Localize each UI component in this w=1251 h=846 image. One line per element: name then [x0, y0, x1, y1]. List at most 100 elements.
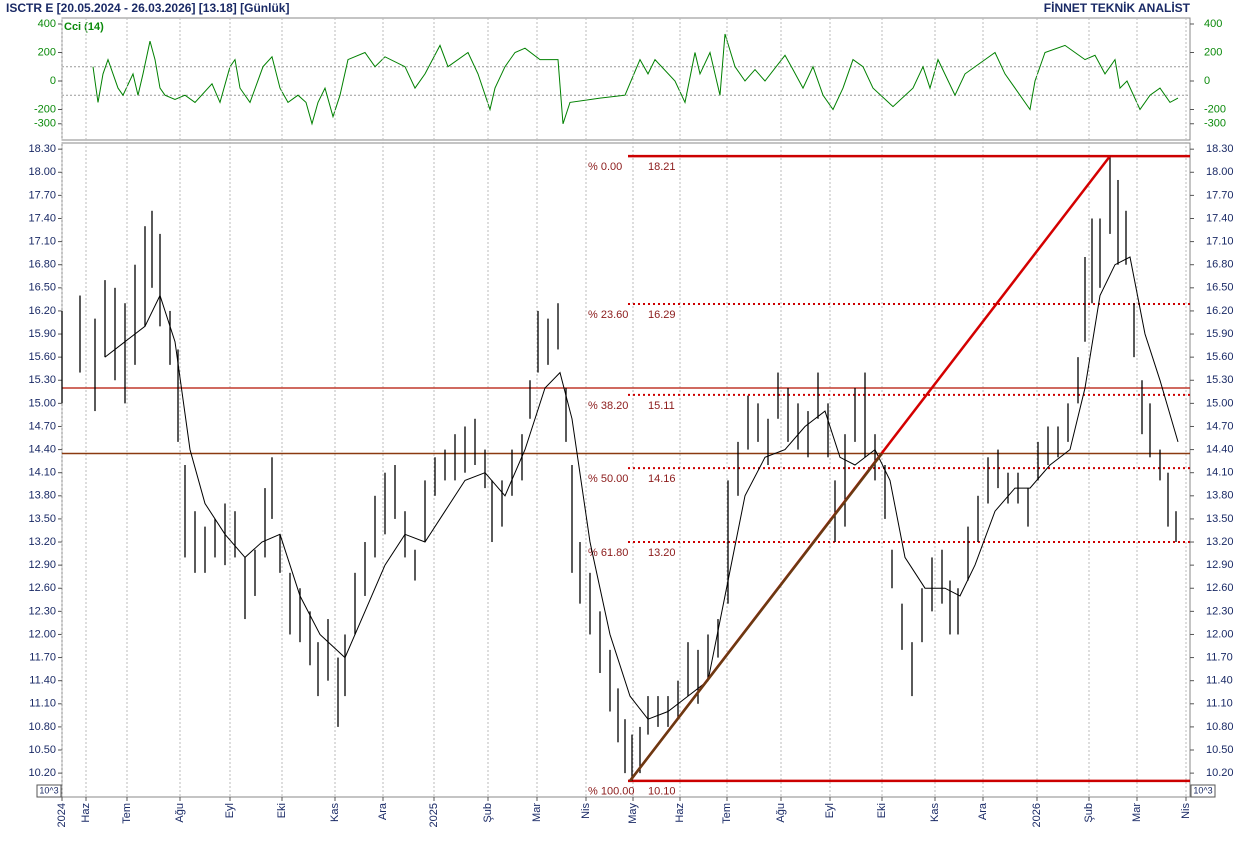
y-tick-label: 16.50: [28, 282, 56, 294]
x-tick-label: Eyl: [824, 803, 836, 818]
brand: FİNNET TEKNİK ANALİST: [1044, 0, 1191, 15]
x-tick-label: Eki: [276, 803, 288, 818]
y-tick-label: 11.40: [1206, 675, 1233, 687]
fib-value: 14.16: [648, 473, 676, 485]
y-tick-label: 13.20: [28, 536, 56, 548]
y-tick-label: 16.50: [1206, 282, 1234, 294]
y-tick-label: 10.50: [28, 744, 56, 756]
y-tick-label: 14.10: [28, 467, 56, 479]
y-tick-label: 16.80: [28, 259, 56, 271]
x-tick-label: Ağu: [174, 803, 186, 823]
y-tick-label: 17.70: [1206, 189, 1234, 201]
x-tick-label: Tem: [721, 803, 733, 824]
y-tick-label: 10.80: [28, 721, 56, 733]
y-tick-label: 15.00: [1206, 397, 1234, 409]
y-tick-label: 0: [50, 75, 56, 87]
x-tick-label: Nis: [1180, 803, 1192, 819]
y-tick-label: 15.90: [1206, 328, 1234, 340]
y-tick-label: 12.90: [28, 559, 56, 571]
fib-value: 16.29: [648, 309, 676, 321]
fib-label: % 100.00: [588, 786, 634, 798]
y-tick-label: 11.70: [29, 651, 56, 663]
y-tick-label: 12.30: [28, 605, 56, 617]
y-tick-label: 15.30: [1206, 374, 1234, 386]
y-tick-label: 12.60: [1206, 582, 1234, 594]
x-tick-label: Haz: [674, 803, 686, 823]
y-tick-label: 10.50: [1206, 744, 1234, 756]
x-tick-label: Nis: [580, 803, 592, 819]
fib-label: % 61.80: [588, 547, 628, 559]
y-tick-label: 11.70: [1206, 651, 1233, 663]
chart-title: ISCTR E [20.05.2024 - 26.03.2026] [13.18…: [6, 1, 289, 15]
y-tick-label: 15.90: [28, 328, 56, 340]
y-tick-label: 13.80: [28, 490, 56, 502]
x-tick-label: Şub: [482, 803, 494, 823]
x-tick-label: Tem: [121, 803, 133, 824]
y-tick-label: 16.20: [1206, 305, 1234, 317]
x-tick-label: Eyl: [224, 803, 236, 818]
x-tick-label: 2025: [428, 803, 440, 827]
y-tick-label: -300: [34, 118, 56, 130]
y-tick-label: 11.10: [29, 698, 56, 710]
moving-average: [104, 256, 1179, 720]
x-tick-label: Mar: [1131, 803, 1143, 822]
y-tick-label: 10.20: [1206, 767, 1234, 779]
y-tick-label: 14.40: [28, 443, 56, 455]
y-tick-label: 400: [1204, 18, 1222, 30]
x-tick-label: Haz: [80, 803, 92, 823]
x-tick-label: Eki: [876, 803, 888, 818]
y-tick-label: 11.10: [1206, 698, 1233, 710]
y-tick-label: 14.70: [28, 420, 56, 432]
y-tick-label: 14.70: [1206, 420, 1234, 432]
y-tick-label: 15.60: [28, 351, 56, 363]
y-tick-label: 15.30: [28, 374, 56, 386]
y-tick-label: 10.80: [1206, 721, 1234, 733]
y-tick-label: 12.00: [1206, 628, 1234, 640]
fib-value: 15.11: [648, 400, 675, 412]
note-box: [1190, 784, 1216, 798]
y-tick-label: 17.10: [28, 236, 56, 248]
y-tick-label: 18.30: [1206, 143, 1234, 155]
indicator-label: Cci (14): [64, 21, 104, 33]
fib-label: % 23.60: [588, 309, 628, 321]
trend-line: [629, 452, 883, 782]
x-tick-label: 2026: [1031, 803, 1043, 827]
y-tick-label: 13.20: [1206, 536, 1234, 548]
fib-value: 18.21: [648, 161, 676, 173]
y-tick-label: 17.40: [28, 212, 56, 224]
y-tick-label: 18.00: [1206, 166, 1234, 178]
y-tick-label: 12.00: [28, 628, 56, 640]
y-tick-label: 400: [38, 18, 56, 30]
fib-label: % 38.20: [588, 400, 628, 412]
y-tick-label: 200: [38, 46, 56, 58]
y-tick-label: 12.90: [1206, 559, 1234, 571]
fib-value: 10.10: [648, 786, 676, 798]
fib-value: 13.20: [648, 547, 676, 559]
x-tick-label: Kas: [329, 803, 341, 822]
y-tick-label: 18.00: [28, 166, 56, 178]
y-tick-label: -200: [1204, 103, 1226, 115]
x-tick-label: Mar: [531, 803, 543, 822]
y-tick-label: 17.40: [1206, 212, 1234, 224]
y-tick-label: 200: [1204, 46, 1222, 58]
y-tick-label: 11.40: [29, 675, 56, 687]
y-tick-label: -200: [34, 103, 56, 115]
y-tick-label: 10.20: [28, 767, 56, 779]
fib-label: % 50.00: [588, 473, 628, 485]
y-tick-label: 0: [1204, 75, 1210, 87]
x-tick-label: Kas: [929, 803, 941, 822]
y-tick-label: 13.80: [1206, 490, 1234, 502]
y-tick-label: 14.40: [1206, 443, 1234, 455]
y-tick-label: -300: [1204, 118, 1226, 130]
y-tick-label: 14.10: [1206, 467, 1234, 479]
axis-note: 10^3: [1193, 785, 1212, 795]
y-tick-label: 16.20: [28, 305, 56, 317]
note-box: [36, 784, 62, 798]
x-tick-label: Ağu: [775, 803, 787, 823]
x-tick-label: Ara: [377, 802, 389, 820]
y-tick-label: 17.70: [28, 189, 56, 201]
y-tick-label: 17.10: [1206, 236, 1234, 248]
y-tick-label: 18.30: [28, 143, 56, 155]
